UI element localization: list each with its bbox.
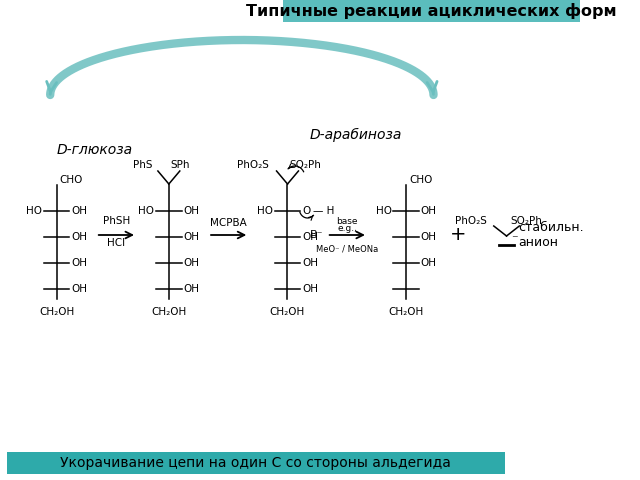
Text: OH: OH [184, 258, 200, 268]
Text: D-глюкоза: D-глюкоза [56, 143, 132, 157]
Text: base: base [337, 217, 358, 226]
Text: Укорачивание цепи на один С со стороны альдегида: Укорачивание цепи на один С со стороны а… [60, 456, 451, 470]
Text: CH₂OH: CH₂OH [39, 307, 74, 317]
Text: OH: OH [302, 284, 318, 294]
Text: CH₂OH: CH₂OH [388, 307, 424, 317]
Text: e.g.,: e.g., [337, 224, 357, 233]
Text: OH: OH [420, 206, 436, 216]
Text: +: + [450, 226, 467, 244]
Text: OH: OH [71, 284, 87, 294]
Text: HO: HO [257, 206, 273, 216]
Text: CH₂OH: CH₂OH [151, 307, 186, 317]
Text: MCPBA: MCPBA [211, 218, 247, 228]
Text: HCl: HCl [108, 238, 125, 248]
Text: O: O [302, 206, 310, 216]
FancyBboxPatch shape [7, 452, 505, 474]
Text: стабильн.
анион: стабильн. анион [518, 221, 584, 249]
Text: Типичные реакции ациклических форм: Типичные реакции ациклических форм [246, 3, 617, 19]
Text: CH₂OH: CH₂OH [270, 307, 305, 317]
Text: OH: OH [420, 258, 436, 268]
Text: OH: OH [184, 284, 200, 294]
Text: OH: OH [184, 206, 200, 216]
Text: PhS: PhS [133, 160, 152, 170]
Text: OH: OH [184, 232, 200, 242]
Text: HO: HO [26, 206, 42, 216]
Text: OH: OH [71, 258, 87, 268]
Text: OH: OH [302, 258, 318, 268]
Text: HO: HO [376, 206, 392, 216]
Text: PhO₂S: PhO₂S [237, 160, 269, 170]
FancyBboxPatch shape [283, 0, 580, 22]
Text: D-арабиноза: D-арабиноза [310, 128, 402, 142]
Text: OH: OH [420, 232, 436, 242]
Text: CHO: CHO [409, 175, 432, 185]
Text: SO₂Ph: SO₂Ph [510, 216, 542, 226]
Text: ⁻: ⁻ [511, 233, 518, 247]
Text: PhSH: PhSH [103, 216, 130, 226]
Text: SO₂Ph: SO₂Ph [289, 160, 321, 170]
Text: OH: OH [71, 232, 87, 242]
Text: — H: — H [313, 206, 335, 216]
Text: PhO₂S: PhO₂S [454, 216, 486, 226]
Text: B⁻: B⁻ [310, 230, 323, 240]
Text: SPh: SPh [171, 160, 190, 170]
Text: MeO⁻ / MeONa: MeO⁻ / MeONa [316, 245, 378, 254]
Text: CHO: CHO [60, 175, 83, 185]
Text: HO: HO [138, 206, 154, 216]
Text: OH: OH [71, 206, 87, 216]
Text: OH: OH [302, 232, 318, 242]
